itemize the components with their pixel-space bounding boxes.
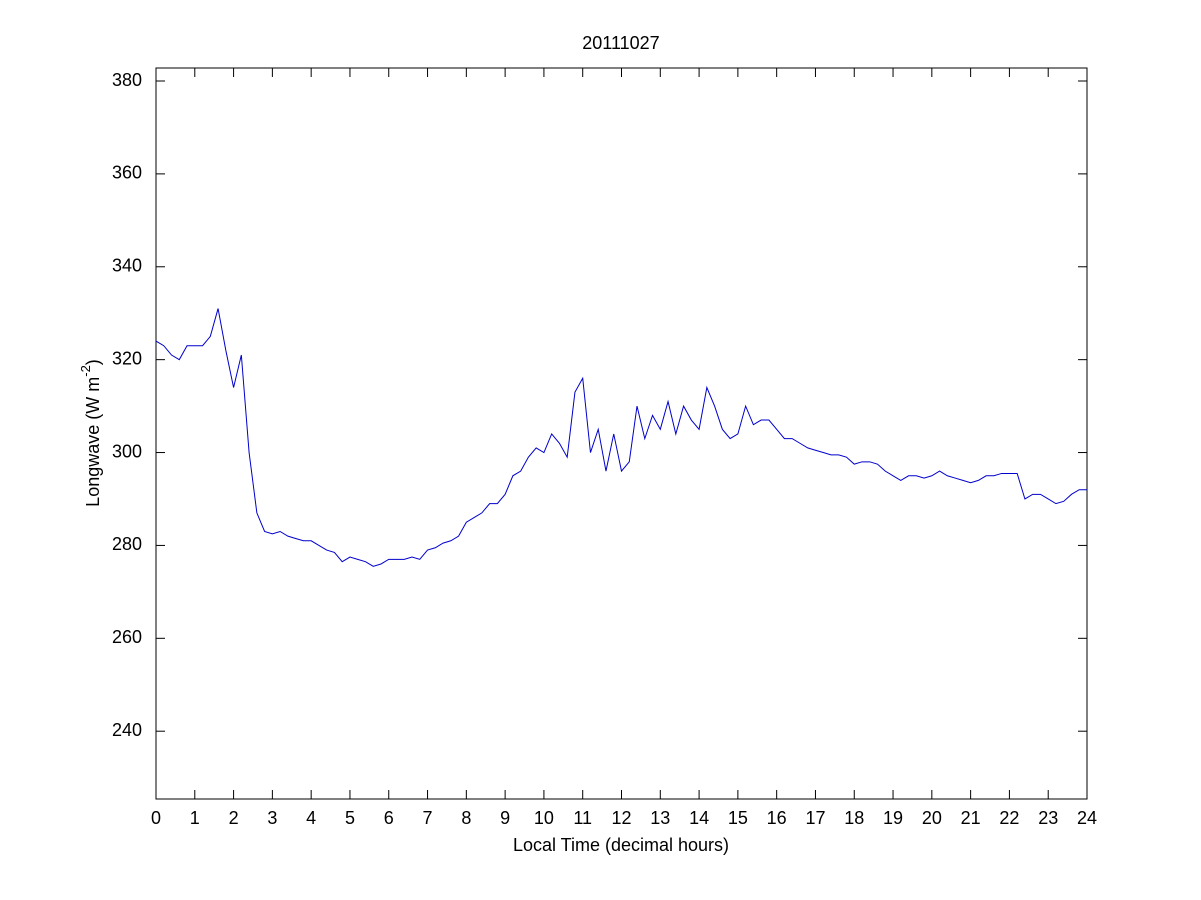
x-tick-label: 3 <box>267 808 277 828</box>
x-tick-label: 2 <box>229 808 239 828</box>
y-axis-label: Longwave (W m-2) <box>78 359 102 507</box>
y-label-text: Longwave (W m <box>83 377 103 507</box>
x-tick-label: 15 <box>728 808 748 828</box>
x-axis-label: Local Time (decimal hours) <box>513 835 729 855</box>
y-tick-label: 380 <box>112 70 142 90</box>
x-tick-label: 4 <box>306 808 316 828</box>
y-tick-label: 320 <box>112 348 142 368</box>
x-tick-label: 14 <box>689 808 709 828</box>
x-tick-label: 6 <box>384 808 394 828</box>
y-label-text: ) <box>83 359 103 365</box>
y-tick-label: 240 <box>112 720 142 740</box>
x-tick-label: 20 <box>922 808 942 828</box>
x-tick-label: 12 <box>611 808 631 828</box>
x-tick-label: 23 <box>1038 808 1058 828</box>
x-tick-label: 13 <box>650 808 670 828</box>
y-tick-label: 300 <box>112 441 142 461</box>
x-tick-label: 11 <box>573 808 592 828</box>
chart-title: 20111027 <box>582 33 659 53</box>
x-tick-label: 17 <box>805 808 825 828</box>
x-tick-label: 8 <box>461 808 471 828</box>
plot-frame <box>155 67 1088 800</box>
y-tick-label: 280 <box>112 534 142 554</box>
y-label-superscript: -2 <box>78 365 93 377</box>
x-tick-label: 22 <box>999 808 1019 828</box>
x-tick-label: 16 <box>767 808 787 828</box>
x-tick-label: 1 <box>190 808 200 828</box>
x-tick-label: 0 <box>151 808 161 828</box>
data-line <box>155 308 1087 567</box>
x-tick-label: 10 <box>534 808 554 828</box>
x-tick-label: 7 <box>423 808 433 828</box>
x-tick-label: 21 <box>961 808 981 828</box>
y-tick-label: 340 <box>112 256 142 276</box>
x-tick-label: 9 <box>500 808 510 828</box>
x-tick-label: 5 <box>345 808 355 828</box>
y-tick-label: 360 <box>112 163 142 183</box>
x-tick-label: 19 <box>883 808 903 828</box>
y-tick-label: 260 <box>112 627 142 647</box>
x-tick-label: 24 <box>1077 808 1097 828</box>
x-tick-label: 18 <box>844 808 864 828</box>
